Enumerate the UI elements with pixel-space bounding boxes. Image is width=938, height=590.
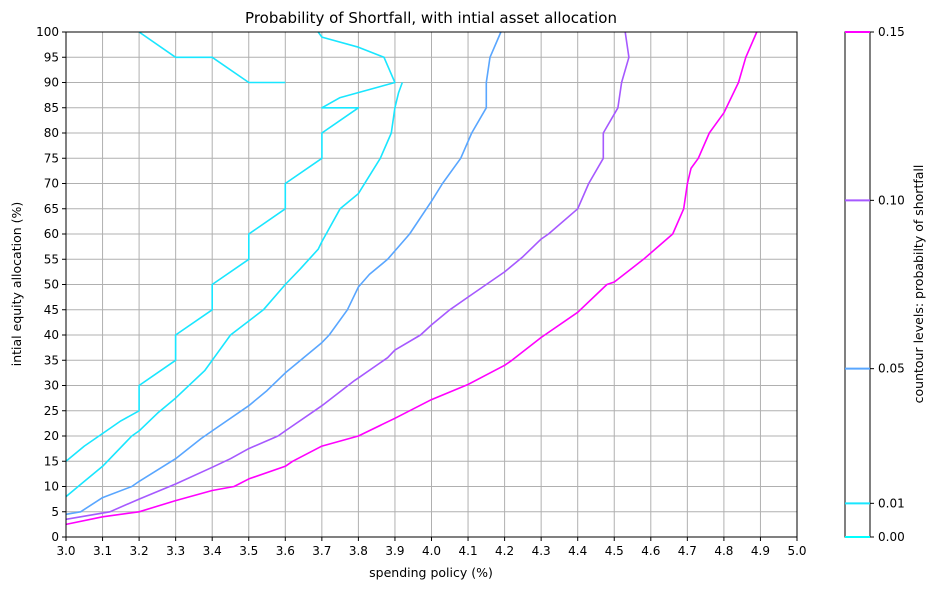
y-tick-label: 35	[44, 353, 59, 367]
y-tick-label: 25	[44, 404, 59, 418]
y-tick-label: 80	[44, 126, 59, 140]
x-tick-label: 5.0	[787, 544, 806, 558]
y-tick-label: 45	[44, 303, 59, 317]
contour-line-0.05	[65, 31, 502, 516]
chart-title: Probability of Shortfall, with intial as…	[245, 9, 617, 27]
y-tick-label: 30	[44, 379, 59, 393]
x-axis-label: spending policy (%)	[369, 565, 493, 580]
y-axis-label: intial equity allocation (%)	[9, 202, 24, 367]
y-tick-label: 85	[44, 101, 59, 115]
x-tick-label: 3.0	[56, 544, 75, 558]
y-tick-label: 20	[44, 429, 59, 443]
y-tick-label: 70	[44, 177, 59, 191]
x-tick-label: 3.5	[239, 544, 258, 558]
contour-line-0.01	[65, 82, 404, 498]
y-tick-label: 15	[44, 454, 59, 468]
x-tick-label: 4.8	[714, 544, 733, 558]
y-tick-label: 10	[44, 480, 59, 494]
x-axis-ticks: 3.0 3.1 3.2 3.3 3.4 3.5 3.6 3.7 3.8 3.9 4.0 4.1 4.2 4…	[56, 537, 807, 558]
colorbar-tick-label: 0.01	[878, 496, 905, 510]
x-tick-label: 4.1	[459, 544, 478, 558]
contour-line-0.15	[65, 31, 758, 526]
colorbar-tick-label: 0.15	[878, 25, 905, 39]
x-tick-label: 3.7	[312, 544, 331, 558]
x-tick-label: 4.4	[568, 544, 587, 558]
y-tick-label: 50	[44, 278, 59, 292]
contour-line-0.01	[65, 31, 396, 462]
y-axis-ticks: 0 5 10 15 20 25 30 35 40 45 50 55 60 65 70 75 80 85 90 95 10…	[36, 25, 66, 544]
colorbar-tick-label: 0.00	[878, 530, 905, 544]
colorbar-label: countour levels: probabilty of shortfall	[911, 165, 926, 404]
contour-lines	[65, 31, 758, 526]
colorbar-ticks: 0.00 0.01 0.05 0.10 0.15	[845, 25, 905, 544]
x-tick-label: 4.9	[751, 544, 770, 558]
grid-lines	[65, 31, 798, 538]
y-tick-label: 55	[44, 252, 59, 266]
y-tick-label: 100	[36, 25, 59, 39]
colorbar-tick-label: 0.05	[878, 362, 905, 376]
x-tick-label: 4.7	[678, 544, 697, 558]
x-tick-label: 3.9	[385, 544, 404, 558]
y-tick-label: 0	[51, 530, 59, 544]
colorbar: 0.00 0.01 0.05 0.10 0.15 countour levels: pr…	[844, 25, 926, 544]
y-tick-label: 75	[44, 151, 59, 165]
x-tick-label: 4.2	[495, 544, 514, 558]
x-tick-label: 3.8	[349, 544, 368, 558]
contour-line-0.01	[138, 31, 286, 84]
y-tick-label: 40	[44, 328, 59, 342]
y-tick-label: 5	[51, 505, 59, 519]
x-tick-label: 3.6	[276, 544, 295, 558]
x-tick-label: 4.5	[605, 544, 624, 558]
x-tick-label: 3.4	[203, 544, 222, 558]
colorbar-tick-label: 0.10	[878, 193, 905, 207]
x-tick-label: 3.1	[93, 544, 112, 558]
x-tick-label: 3.3	[166, 544, 185, 558]
y-tick-label: 65	[44, 202, 59, 216]
contour-line-0.1	[65, 31, 630, 521]
y-tick-label: 95	[44, 50, 59, 64]
x-tick-label: 3.2	[130, 544, 149, 558]
colorbar-frame	[844, 31, 871, 538]
y-tick-label: 60	[44, 227, 59, 241]
x-tick-label: 4.3	[532, 544, 551, 558]
y-tick-label: 90	[44, 76, 59, 90]
x-tick-label: 4.6	[641, 544, 660, 558]
x-tick-label: 4.0	[422, 544, 441, 558]
